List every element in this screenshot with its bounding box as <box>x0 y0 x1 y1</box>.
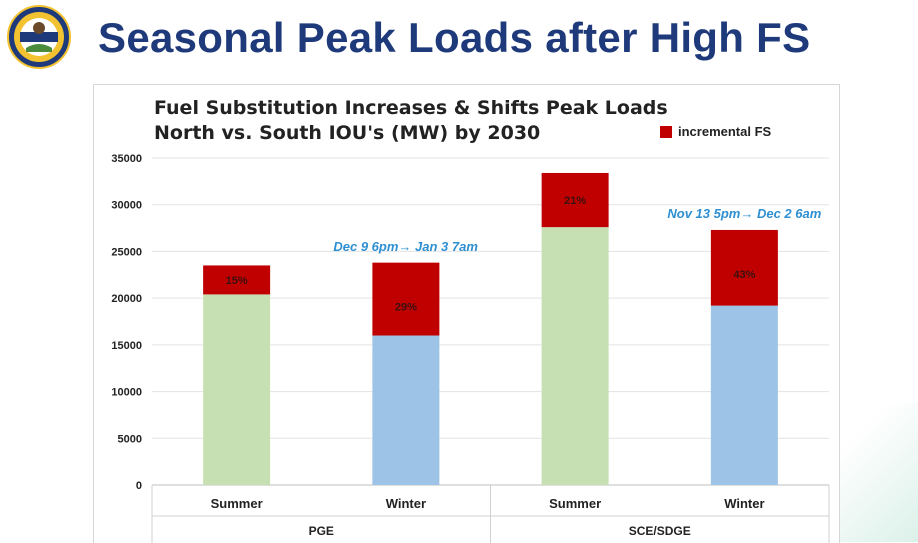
bar-base <box>710 305 778 485</box>
california-energy-commission-logo <box>6 4 72 70</box>
data-label: 21% <box>564 195 586 207</box>
y-tick-label: 5000 <box>118 433 142 445</box>
x-category-label: Winter <box>386 496 426 511</box>
x-category-label: Summer <box>549 496 601 511</box>
y-tick-label: 15000 <box>111 340 142 352</box>
chart-legend: incremental FS <box>660 124 771 139</box>
bar-incremental-fs <box>372 262 440 336</box>
data-label: 43% <box>733 269 755 281</box>
y-tick-label: 0 <box>136 480 142 492</box>
bar-base <box>203 294 271 485</box>
slide-title: Seasonal Peak Loads after High FS <box>98 14 811 61</box>
bar-incremental-fs <box>710 229 778 306</box>
y-tick-label: 30000 <box>111 200 142 212</box>
chart-frame: 0 5000 10000 15000 20000 25000 30000 35000 15% Su… <box>93 84 840 543</box>
bar-incremental-fs <box>541 172 609 228</box>
x-group-label: SCE/SDGE <box>629 524 691 538</box>
legend-label-incremental: incremental FS <box>678 124 772 139</box>
y-tick-label: 20000 <box>111 293 142 305</box>
x-category-label: Summer <box>211 496 263 511</box>
chart-title: Fuel Substitution Increases & Shifts Pea… <box>154 96 668 146</box>
bar-base <box>372 335 440 485</box>
chart-title-line-1: Fuel Substitution Increases & Shifts Pea… <box>154 97 668 119</box>
bar-incremental-fs <box>203 265 271 295</box>
data-label: 15% <box>226 275 248 287</box>
peak-shift-note-sce-sdge: Nov 13 5pm→ Dec 2 6am <box>667 205 822 221</box>
y-tick-label: 35000 <box>111 153 142 165</box>
stacked-bar-chart: 0 5000 10000 15000 20000 25000 30000 35000 15% Su… <box>111 153 830 543</box>
bar-base <box>541 227 609 485</box>
x-category-label: Winter <box>724 496 764 511</box>
x-group-label: PGE <box>309 524 334 538</box>
legend-swatch-incremental <box>660 125 672 138</box>
y-tick-label: 10000 <box>111 387 142 399</box>
peak-shift-note-pge: Dec 9 6pm→ Jan 3 7am <box>333 238 478 254</box>
y-tick-label: 25000 <box>111 246 142 258</box>
chart-title-line-2: North vs. South IOU's (MW) by 2030 <box>154 122 541 144</box>
data-label: 29% <box>395 302 417 314</box>
